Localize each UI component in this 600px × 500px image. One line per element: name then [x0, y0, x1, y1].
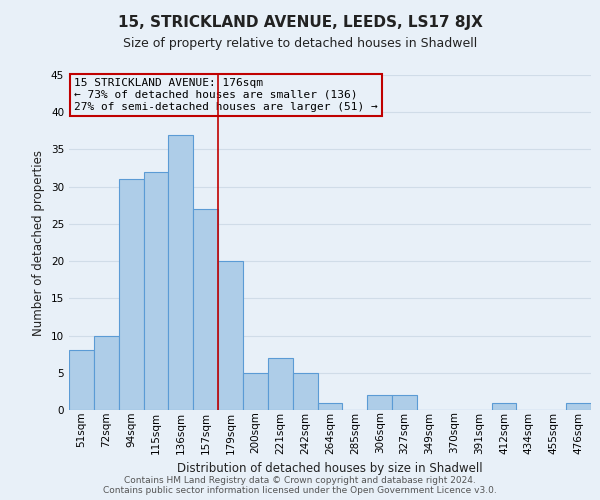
Text: Contains public sector information licensed under the Open Government Licence v3: Contains public sector information licen…: [103, 486, 497, 495]
Text: 15 STRICKLAND AVENUE: 176sqm
← 73% of detached houses are smaller (136)
27% of s: 15 STRICKLAND AVENUE: 176sqm ← 73% of de…: [74, 78, 378, 112]
Text: Contains HM Land Registry data © Crown copyright and database right 2024.: Contains HM Land Registry data © Crown c…: [124, 476, 476, 485]
Bar: [293, 373, 317, 410]
Bar: [367, 395, 392, 410]
Text: 15, STRICKLAND AVENUE, LEEDS, LS17 8JX: 15, STRICKLAND AVENUE, LEEDS, LS17 8JX: [118, 15, 482, 30]
Bar: [143, 172, 169, 410]
Bar: [193, 209, 218, 410]
Bar: [392, 395, 417, 410]
Bar: [268, 358, 293, 410]
Bar: [566, 402, 591, 410]
Bar: [243, 373, 268, 410]
Bar: [94, 336, 119, 410]
Y-axis label: Number of detached properties: Number of detached properties: [32, 150, 46, 336]
X-axis label: Distribution of detached houses by size in Shadwell: Distribution of detached houses by size …: [177, 462, 483, 475]
Bar: [218, 261, 243, 410]
Text: Size of property relative to detached houses in Shadwell: Size of property relative to detached ho…: [123, 38, 477, 51]
Bar: [491, 402, 517, 410]
Bar: [69, 350, 94, 410]
Bar: [119, 179, 143, 410]
Bar: [169, 134, 193, 410]
Bar: [317, 402, 343, 410]
